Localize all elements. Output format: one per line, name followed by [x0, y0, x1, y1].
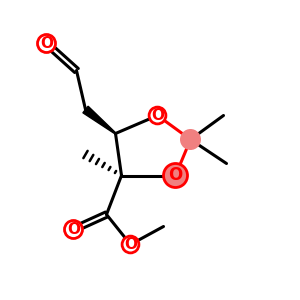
- Text: O: O: [40, 36, 53, 51]
- Circle shape: [149, 107, 166, 124]
- Text: O: O: [168, 167, 183, 184]
- Circle shape: [164, 164, 188, 188]
- Text: O: O: [124, 237, 137, 252]
- Text: O: O: [67, 222, 80, 237]
- Circle shape: [64, 220, 82, 238]
- Circle shape: [122, 236, 139, 253]
- Polygon shape: [83, 106, 116, 134]
- Circle shape: [180, 129, 201, 150]
- Text: O: O: [151, 108, 164, 123]
- Circle shape: [38, 34, 56, 52]
